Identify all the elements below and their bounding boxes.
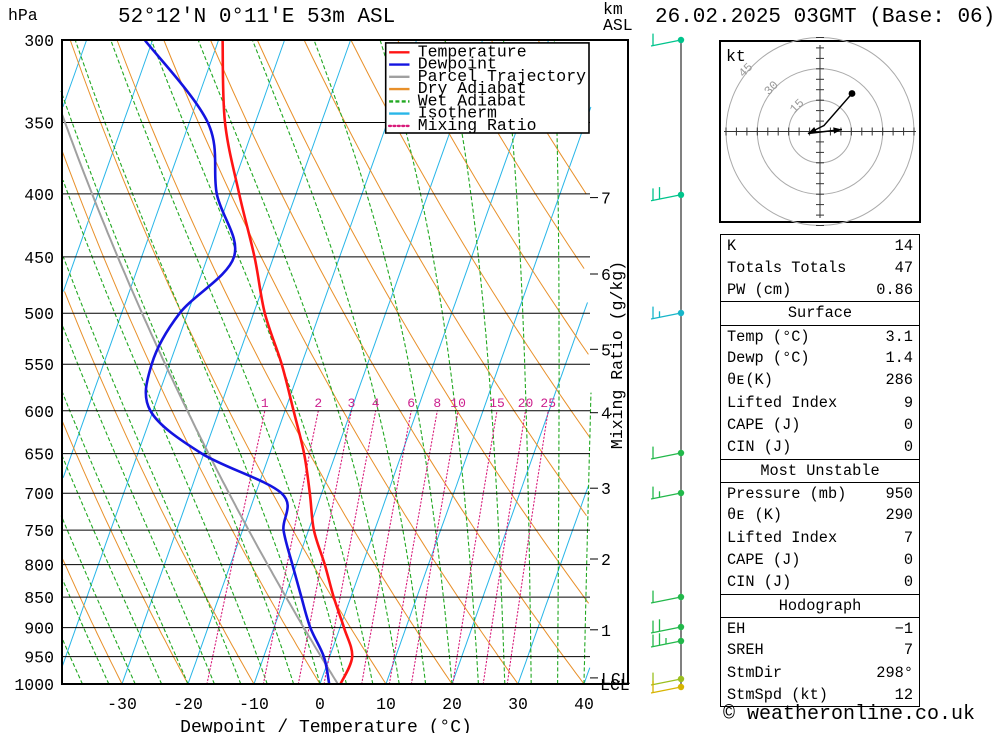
svg-text:26.02.2025 03GMT (Base: 06): 26.02.2025 03GMT (Base: 06) xyxy=(655,6,995,29)
svg-text:3: 3 xyxy=(347,396,355,411)
svg-text:500: 500 xyxy=(24,305,54,324)
svg-text:800: 800 xyxy=(24,557,54,576)
svg-text:650: 650 xyxy=(24,446,54,465)
svg-text:-30: -30 xyxy=(107,695,137,714)
svg-text:7: 7 xyxy=(601,190,611,209)
svg-text:550: 550 xyxy=(24,356,54,375)
svg-text:Mixing Ratio: Mixing Ratio xyxy=(418,116,537,135)
svg-text:-10: -10 xyxy=(239,695,269,714)
svg-text:6: 6 xyxy=(407,396,415,411)
svg-text:LCL: LCL xyxy=(601,670,631,689)
svg-text:1: 1 xyxy=(601,622,611,641)
svg-text:52°12'N 0°11'E 53m ASL: 52°12'N 0°11'E 53m ASL xyxy=(118,6,395,29)
svg-text:450: 450 xyxy=(24,249,54,268)
svg-text:25: 25 xyxy=(540,396,556,411)
svg-text:30: 30 xyxy=(508,695,528,714)
svg-text:350: 350 xyxy=(24,115,54,134)
svg-text:hPa: hPa xyxy=(8,6,38,25)
svg-text:4: 4 xyxy=(372,396,380,411)
svg-text:600: 600 xyxy=(24,403,54,422)
svg-text:15: 15 xyxy=(489,396,505,411)
svg-text:Mixing Ratio (g/kg): Mixing Ratio (g/kg) xyxy=(608,261,627,449)
svg-text:ASL: ASL xyxy=(603,16,633,35)
svg-text:2: 2 xyxy=(601,551,611,570)
svg-text:0: 0 xyxy=(315,695,325,714)
svg-text:1: 1 xyxy=(261,396,269,411)
svg-text:400: 400 xyxy=(24,186,54,205)
svg-text:750: 750 xyxy=(24,522,54,541)
svg-text:8: 8 xyxy=(433,396,441,411)
svg-text:2: 2 xyxy=(314,396,322,411)
svg-text:700: 700 xyxy=(24,485,54,504)
svg-text:-20: -20 xyxy=(173,695,203,714)
svg-text:Dewpoint / Temperature (°C): Dewpoint / Temperature (°C) xyxy=(180,718,472,733)
svg-text:10: 10 xyxy=(376,695,396,714)
svg-text:850: 850 xyxy=(24,589,54,608)
svg-text:20: 20 xyxy=(442,695,462,714)
svg-text:300: 300 xyxy=(24,32,54,51)
svg-text:3: 3 xyxy=(601,480,611,499)
svg-text:950: 950 xyxy=(24,649,54,668)
svg-text:20: 20 xyxy=(518,396,534,411)
svg-text:900: 900 xyxy=(24,620,54,639)
svg-text:1000: 1000 xyxy=(14,676,54,695)
svg-text:40: 40 xyxy=(574,695,594,714)
svg-text:10: 10 xyxy=(450,396,466,411)
